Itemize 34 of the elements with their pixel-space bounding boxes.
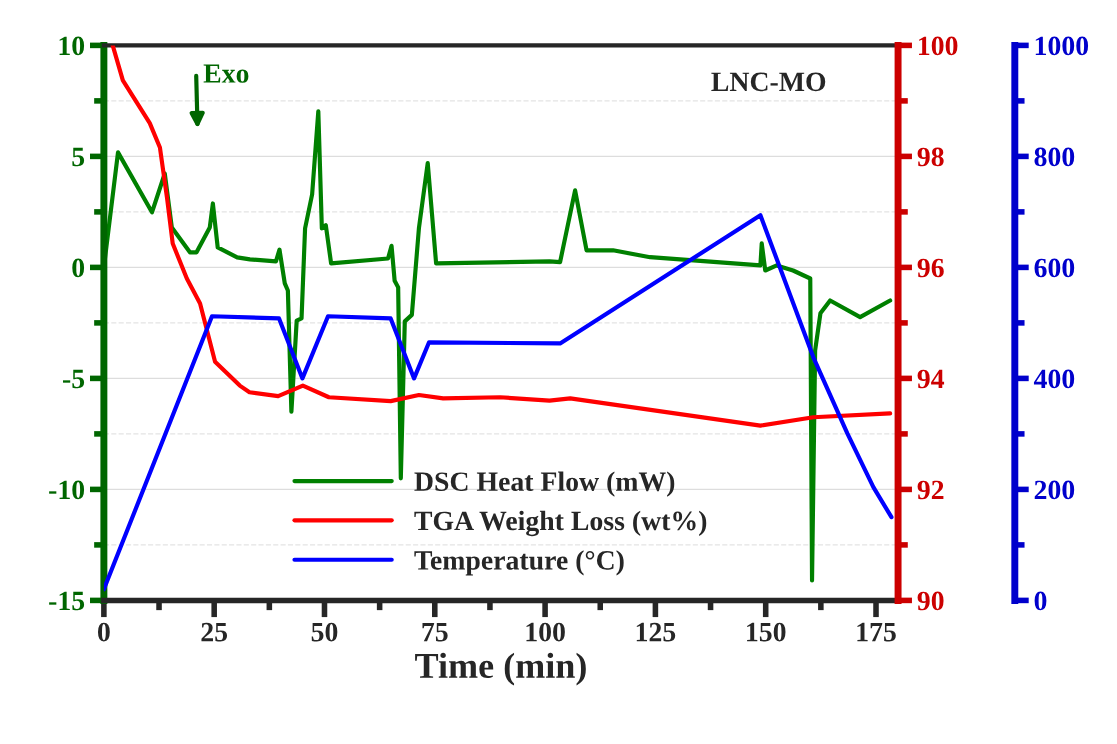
x-tick-label: 25: [201, 622, 228, 642]
x-axis-title: Time (min): [415, 652, 586, 686]
y-tick-label: 10: [59, 36, 85, 56]
y2-tick-label: 94: [917, 369, 945, 389]
x-tick-label: 100: [526, 622, 565, 642]
y3-tick-label: 800: [1034, 147, 1075, 167]
legend-label: Temperature (°C): [414, 550, 624, 576]
x-tick-label: 50: [311, 622, 338, 642]
legend-label: DSC Heat Flow (mW): [414, 471, 675, 497]
y3-tick-label: 0: [1034, 591, 1047, 611]
y-tick-label: -5: [63, 369, 85, 389]
y2-tick-label: 90: [917, 591, 944, 611]
y3-tick-label: 1000: [1035, 36, 1089, 56]
x-tick-label: 75: [422, 623, 448, 642]
annotation: Exo: [203, 64, 249, 83]
y-tick-label: -15: [49, 591, 85, 611]
y3-tick-label: 600: [1034, 258, 1075, 278]
y2-tick-label: 98: [917, 147, 944, 167]
y2-tick-label: 96: [917, 258, 944, 278]
x-tick-label: 150: [747, 622, 786, 642]
y-tick-label: 0: [72, 258, 85, 278]
y-tick-label: 5: [72, 147, 85, 167]
line-series: [110, 45, 893, 428]
y2-tick-label: 92: [917, 480, 944, 500]
y2-tick-label: 100: [919, 36, 958, 56]
x-tick-label: 125: [636, 622, 676, 642]
x-tick-label: 175: [857, 622, 896, 642]
y-tick-label: -10: [49, 480, 85, 500]
y3-tick-label: 400: [1033, 369, 1075, 389]
legend-label: TGA Weight Loss (wt%): [414, 510, 707, 537]
y3-tick-label: 200: [1034, 480, 1075, 500]
annotation: LNC-MO: [711, 72, 826, 92]
x-tick-label: 0: [98, 622, 110, 642]
line-series: [103, 213, 894, 592]
